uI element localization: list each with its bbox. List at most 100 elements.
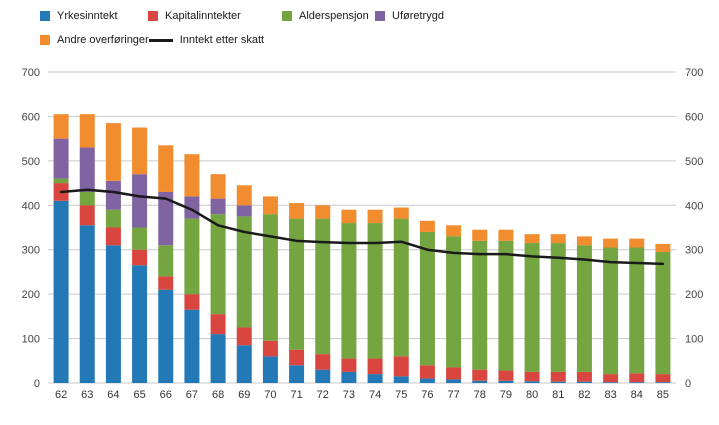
x-axis-label: 69	[238, 389, 250, 401]
y-axis-label-left: 400	[22, 200, 40, 212]
bar-segment-kapitalinntekter	[550, 371, 566, 382]
x-axis-label: 82	[578, 389, 590, 401]
bar-segment-uf-retrygd	[210, 198, 226, 215]
bar-segment-kapitalinntekter	[132, 249, 148, 266]
y-axis-label-right: 0	[685, 378, 691, 390]
bar-segment-yrkesinntekt	[341, 371, 357, 383]
bar-segment-andre-overf-ringer	[419, 220, 435, 232]
bar-segment-alderspensjon	[603, 247, 619, 375]
x-axis-label: 78	[474, 389, 486, 401]
bar-segment-andre-overf-ringer	[629, 238, 645, 248]
x-axis-label: 76	[421, 389, 433, 401]
legend-row-1: Yrkesinntekt Kapitalinntekter Alderspens…	[40, 10, 444, 22]
legend-item-kapitalinntekter: Kapitalinntekter	[148, 10, 282, 22]
bar-segment-yrkesinntekt	[393, 376, 409, 383]
bar-segment-andre-overf-ringer	[472, 229, 488, 241]
bar-segment-alderspensjon	[184, 218, 200, 295]
legend-label-kapitalinntekter: Kapitalinntekter	[165, 10, 241, 22]
y-axis-label-left: 700	[22, 67, 40, 79]
bar-segment-yrkesinntekt	[419, 378, 435, 383]
x-axis-label: 71	[290, 389, 302, 401]
bar-segment-yrkesinntekt	[576, 381, 592, 383]
x-axis-label: 68	[212, 389, 224, 401]
legend-item-alderspensjon: Alderspensjon	[282, 10, 375, 22]
bar-segment-kapitalinntekter	[498, 370, 514, 381]
x-axis-label: 83	[604, 389, 616, 401]
x-axis-label: 79	[500, 389, 512, 401]
legend-label-inntekt-etter-skatt: Inntekt etter skatt	[179, 34, 265, 46]
x-axis-label: 64	[107, 389, 119, 401]
bar-segment-alderspensjon	[132, 227, 148, 250]
bar-segment-alderspensjon	[576, 245, 592, 372]
uforetrygd-swatch-icon	[375, 11, 385, 21]
x-axis-label: 63	[81, 389, 93, 401]
bar-segment-andre-overf-ringer	[289, 203, 305, 219]
legend-item-yrkesinntekt: Yrkesinntekt	[40, 10, 148, 22]
bar-segment-yrkesinntekt	[158, 289, 174, 383]
bar-segment-kapitalinntekter	[79, 205, 95, 226]
bar-segment-yrkesinntekt	[236, 345, 252, 383]
bar-segment-uf-retrygd	[79, 147, 95, 192]
bar-segment-yrkesinntekt	[629, 382, 645, 383]
legend-label-yrkesinntekt: Yrkesinntekt	[57, 10, 118, 22]
bar-segment-andre-overf-ringer	[655, 243, 671, 252]
bar-segment-alderspensjon	[629, 247, 645, 374]
bar-segment-uf-retrygd	[132, 174, 148, 228]
bar-segment-andre-overf-ringer	[524, 234, 540, 244]
bar-segment-yrkesinntekt	[446, 379, 462, 383]
y-axis-label-right: 200	[685, 289, 703, 301]
y-axis-label-right: 300	[685, 245, 703, 257]
bar-segment-yrkesinntekt	[655, 382, 671, 383]
bar-segment-andre-overf-ringer	[236, 185, 252, 206]
bar-segment-andre-overf-ringer	[576, 236, 592, 246]
y-axis-label-left: 600	[22, 111, 40, 123]
legend-item-uforetrygd: Uføretrygd	[375, 10, 444, 22]
bar-segment-alderspensjon	[655, 251, 671, 375]
bar-segment-yrkesinntekt	[79, 225, 95, 383]
bar-segment-alderspensjon	[419, 231, 435, 366]
bar-segment-alderspensjon	[262, 214, 278, 341]
y-axis-label-left: 100	[22, 334, 40, 346]
bar-segment-alderspensjon	[367, 223, 383, 359]
bar-segment-andre-overf-ringer	[158, 145, 174, 192]
bar-segment-yrkesinntekt	[289, 365, 305, 383]
bar-segment-alderspensjon	[105, 209, 121, 228]
bar-segment-alderspensjon	[498, 240, 514, 371]
bar-segment-kapitalinntekter	[472, 369, 488, 381]
bar-segment-kapitalinntekter	[105, 227, 121, 246]
bar-segment-alderspensjon	[158, 245, 174, 277]
bar-segment-andre-overf-ringer	[105, 123, 121, 181]
x-axis-label: 62	[55, 389, 67, 401]
bar-segment-kapitalinntekter	[158, 276, 174, 290]
bar-segment-alderspensjon	[524, 243, 540, 372]
alderspensjon-swatch-icon	[282, 11, 292, 21]
bar-segment-alderspensjon	[393, 218, 409, 357]
x-axis-label: 77	[447, 389, 459, 401]
legend-label-alderspensjon: Alderspensjon	[299, 10, 369, 22]
y-axis-label-left: 300	[22, 245, 40, 257]
bar-segment-yrkesinntekt	[603, 382, 619, 383]
bar-segment-yrkesinntekt	[105, 245, 121, 383]
x-axis-label: 70	[264, 389, 276, 401]
bar-segment-alderspensjon	[236, 216, 252, 328]
bar-segment-alderspensjon	[210, 214, 226, 315]
x-axis-label: 65	[133, 389, 145, 401]
bar-segment-yrkesinntekt	[367, 374, 383, 383]
y-axis-label-right: 700	[685, 67, 703, 79]
x-axis-label: 67	[186, 389, 198, 401]
y-axis-label-right: 400	[685, 200, 703, 212]
bar-segment-yrkesinntekt	[210, 334, 226, 383]
bar-segment-yrkesinntekt	[524, 381, 540, 383]
bar-segment-andre-overf-ringer	[132, 127, 148, 175]
bar-segment-andre-overf-ringer	[315, 205, 331, 219]
bar-segment-alderspensjon	[289, 218, 305, 350]
bar-segment-kapitalinntekter	[393, 356, 409, 377]
bar-segment-kapitalinntekter	[524, 371, 540, 382]
bar-segment-andre-overf-ringer	[498, 229, 514, 241]
bar-segment-kapitalinntekter	[210, 314, 226, 335]
bar-segment-alderspensjon	[446, 236, 462, 368]
x-axis-label: 85	[657, 389, 669, 401]
bar-segment-kapitalinntekter	[655, 374, 671, 383]
